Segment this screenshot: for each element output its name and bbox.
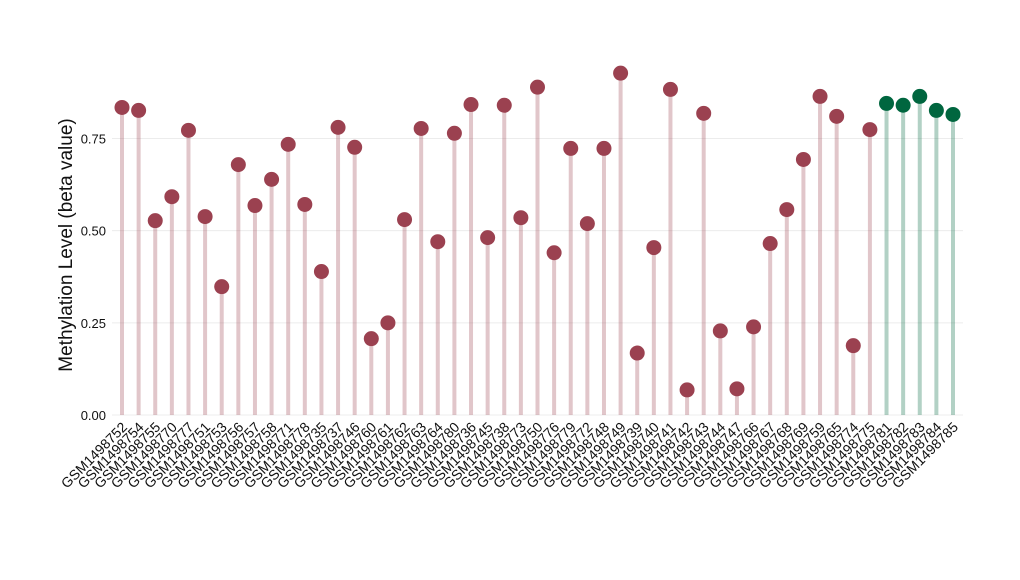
point	[646, 240, 662, 256]
point	[380, 315, 396, 331]
point	[696, 105, 712, 121]
y-axis-title: Methylation Level (beta value)	[56, 118, 77, 371]
point	[264, 171, 280, 187]
point	[779, 202, 795, 218]
point	[197, 209, 213, 225]
point	[845, 338, 861, 354]
point	[214, 279, 230, 295]
point	[596, 140, 612, 156]
point	[330, 119, 346, 135]
point	[313, 264, 329, 280]
point	[280, 136, 296, 152]
point	[397, 212, 413, 228]
point	[629, 345, 645, 361]
point	[679, 382, 695, 398]
point	[563, 140, 579, 156]
y-tick-label: 0.50	[81, 224, 106, 239]
point	[347, 139, 363, 155]
y-tick-label: 0.25	[81, 316, 106, 331]
point	[945, 106, 961, 122]
point	[180, 122, 196, 138]
point	[795, 151, 811, 167]
point	[746, 319, 762, 335]
point	[131, 102, 147, 118]
point	[530, 79, 545, 95]
point	[546, 245, 562, 261]
point	[463, 97, 479, 113]
point	[662, 81, 678, 97]
point	[446, 125, 462, 141]
point	[762, 236, 778, 252]
point	[496, 97, 512, 113]
point	[895, 97, 911, 113]
point	[297, 196, 313, 212]
point	[164, 189, 180, 205]
point	[363, 331, 379, 347]
point	[912, 88, 928, 104]
point	[430, 234, 446, 250]
point	[114, 99, 130, 115]
point	[928, 102, 944, 118]
y-tick-label: 0.75	[81, 131, 106, 146]
point	[230, 157, 246, 173]
point	[812, 88, 828, 104]
point	[613, 65, 629, 81]
y-tick-label: 0.00	[81, 408, 106, 423]
point	[712, 323, 728, 339]
point	[147, 213, 163, 229]
point	[879, 95, 895, 111]
point	[513, 210, 529, 226]
point	[862, 122, 878, 138]
point	[829, 108, 845, 124]
point	[247, 198, 263, 214]
point	[413, 120, 429, 136]
point	[729, 381, 745, 397]
point	[579, 216, 595, 232]
point	[480, 230, 496, 246]
